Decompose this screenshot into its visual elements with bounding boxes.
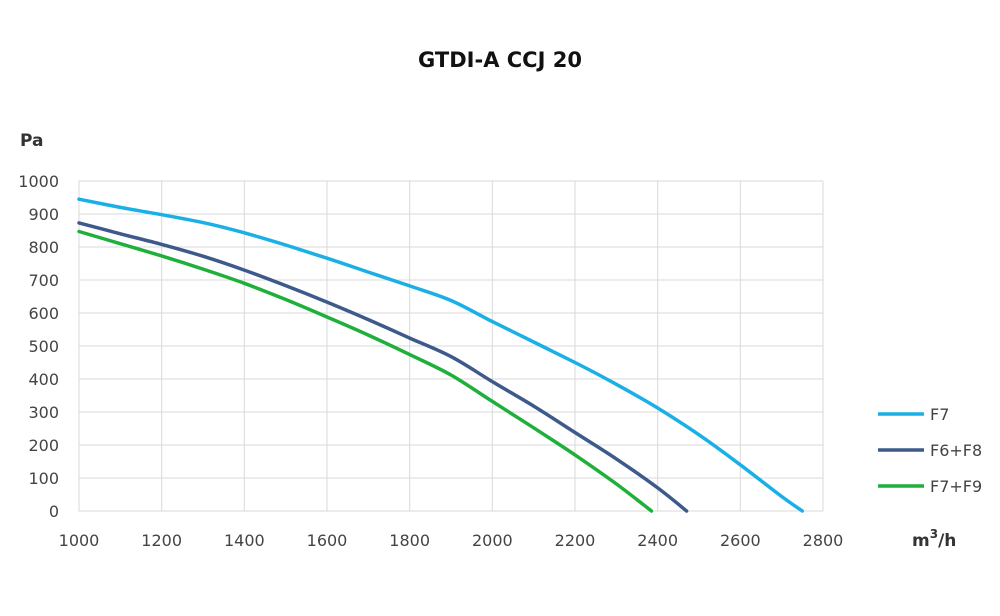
y-axis-label: Pa (20, 131, 43, 151)
y-tick-label: 1000 (18, 172, 59, 191)
chart-title: GTDI-A CCJ 20 (418, 48, 582, 72)
y-tick-label: 700 (28, 271, 59, 290)
x-tick-label: 1800 (389, 531, 430, 550)
x-tick-label: 2800 (803, 531, 844, 550)
x-tick-labels: 1000 1200 1400 1600 1800 2000 2200 2400 2600 2800 (59, 531, 844, 550)
y-tick-label: 900 (28, 205, 59, 224)
x-tick-label: 2400 (637, 531, 678, 550)
y-tick-label: 300 (28, 403, 59, 422)
x-tick-label: 1200 (141, 531, 182, 550)
x-tick-label: 2200 (555, 531, 596, 550)
y-tick-label: 0 (49, 502, 59, 521)
x-axis-label-base: m (912, 531, 930, 551)
y-tick-labels: 0 100 200 300 400 500 600 700 800 900 1000 (18, 172, 59, 521)
legend-label-f7-f9: F7+F9 (930, 477, 982, 496)
x-tick-label: 2600 (720, 531, 761, 550)
legend: F7 F6+F8 F7+F9 (878, 405, 982, 496)
y-tick-label: 600 (28, 304, 59, 323)
x-axis-label-sup: 3 (930, 527, 938, 541)
legend-label-f6-f8: F6+F8 (930, 441, 982, 460)
x-tick-label: 1000 (59, 531, 100, 550)
x-tick-label: 1400 (224, 531, 265, 550)
y-tick-label: 200 (28, 436, 59, 455)
series-line-f7-f9 (77, 229, 654, 513)
y-tick-label: 800 (28, 238, 59, 257)
y-tick-label: 500 (28, 337, 59, 356)
series-line-f7 (77, 197, 805, 513)
y-tick-label: 400 (28, 370, 59, 389)
series-lines (77, 197, 805, 513)
series-line-f6-f8 (77, 221, 689, 513)
x-tick-label: 2000 (472, 531, 513, 550)
x-tick-label: 1600 (307, 531, 348, 550)
x-axis-label: m3/h (912, 527, 956, 551)
y-tick-label: 100 (28, 469, 59, 488)
grid (78, 180, 824, 512)
x-axis-label-tail: /h (938, 531, 956, 551)
legend-label-f7: F7 (930, 405, 949, 424)
